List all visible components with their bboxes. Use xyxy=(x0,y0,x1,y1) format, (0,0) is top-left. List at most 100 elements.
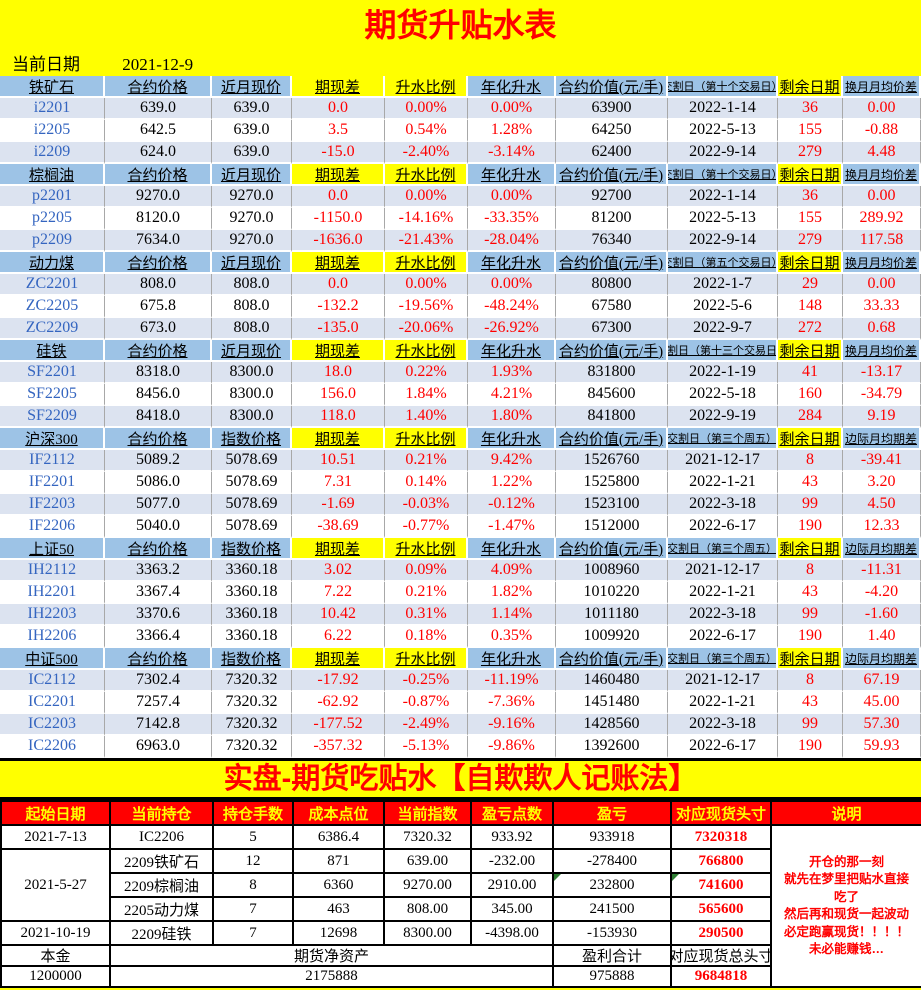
bottom-header-5[interactable]: 盈亏点数 xyxy=(472,800,554,826)
cell-ZC2205-value[interactable]: 67580 xyxy=(556,296,668,318)
basis-header[interactable]: 期现差 xyxy=(292,252,385,274)
days-left-header[interactable]: 剩余日期 xyxy=(778,428,843,450)
cell-IH2203-diff[interactable]: 10.42 xyxy=(292,604,385,626)
cell-IF2203-spot[interactable]: 5078.69 xyxy=(212,494,292,516)
cell-IH2112-days[interactable]: 8 xyxy=(778,560,843,582)
cell-IC2206-annual[interactable]: -9.86% xyxy=(468,736,556,758)
position-index-cell[interactable]: 639.00 xyxy=(385,850,472,874)
cell-IH2112-value[interactable]: 1008960 xyxy=(556,560,668,582)
cell-i2201-annual[interactable]: 0.00% xyxy=(468,98,556,120)
position-lots-cell[interactable]: 12 xyxy=(214,850,294,874)
basis-header[interactable]: 期现差 xyxy=(292,340,385,362)
cell-IH2203-ratio[interactable]: 0.31% xyxy=(385,604,468,626)
contract-value-header[interactable]: 合约价值(元/手) xyxy=(556,648,668,670)
bottom-header-4[interactable]: 当前指数 xyxy=(385,800,472,826)
position-cost-cell[interactable]: 12698 xyxy=(294,922,385,946)
cell-IH2112-last[interactable]: -11.31 xyxy=(843,560,921,582)
cell-i2201-code[interactable]: i2201 xyxy=(0,98,105,120)
cell-IC2203-spot[interactable]: 7320.32 xyxy=(212,714,292,736)
cell-SF2205-days[interactable]: 160 xyxy=(778,384,843,406)
cell-IC2206-date[interactable]: 2022-6-17 xyxy=(668,736,778,758)
cell-p2201-spot[interactable]: 9270.0 xyxy=(212,186,292,208)
start-date-cell[interactable]: 2021-7-13 xyxy=(2,826,111,850)
cell-IF2201-code[interactable]: IF2201 xyxy=(0,472,105,494)
cell-IC2112-ratio[interactable]: -0.25% xyxy=(385,670,468,692)
cell-IF2112-spot[interactable]: 5078.69 xyxy=(212,450,292,472)
cell-IH2112-annual[interactable]: 4.09% xyxy=(468,560,556,582)
cell-i2205-diff[interactable]: 3.5 xyxy=(292,120,385,142)
cell-ZC2201-annual[interactable]: 0.00% xyxy=(468,274,556,296)
cell-ZC2205-price[interactable]: 675.8 xyxy=(105,296,212,318)
cell-i2209-date[interactable]: 2022-9-14 xyxy=(668,142,778,164)
cell-SF2201-code[interactable]: SF2201 xyxy=(0,362,105,384)
position-position-cell[interactable]: 2205动力煤 xyxy=(111,898,214,922)
cell-ZC2205-spot[interactable]: 808.0 xyxy=(212,296,292,318)
cell-ZC2209-annual[interactable]: -26.92% xyxy=(468,318,556,340)
cell-IF2203-days[interactable]: 99 xyxy=(778,494,843,516)
principal-value[interactable]: 1200000 xyxy=(2,967,111,988)
days-left-header[interactable]: 剩余日期 xyxy=(778,164,843,186)
section-name-header[interactable]: 硅铁 xyxy=(0,340,105,362)
cell-i2209-spot[interactable]: 639.0 xyxy=(212,142,292,164)
cell-i2201-ratio[interactable]: 0.00% xyxy=(385,98,468,120)
bottom-header-1[interactable]: 当前持仓 xyxy=(111,800,214,826)
cell-i2201-date[interactable]: 2022-1-14 xyxy=(668,98,778,120)
cell-ZC2201-days[interactable]: 29 xyxy=(778,274,843,296)
cell-IC2206-ratio[interactable]: -5.13% xyxy=(385,736,468,758)
annualized-header[interactable]: 年化升水 xyxy=(468,340,556,362)
cell-IF2206-days[interactable]: 190 xyxy=(778,516,843,538)
cell-SF2201-spot[interactable]: 8300.0 xyxy=(212,362,292,384)
position-position-cell[interactable]: IC2206 xyxy=(111,826,214,850)
annualized-header[interactable]: 年化升水 xyxy=(468,428,556,450)
cell-IF2206-code[interactable]: IF2206 xyxy=(0,516,105,538)
section-name-header[interactable]: 中证500 xyxy=(0,648,105,670)
cell-ZC2209-date[interactable]: 2022-9-7 xyxy=(668,318,778,340)
cell-IC2112-value[interactable]: 1460480 xyxy=(556,670,668,692)
cell-IH2112-code[interactable]: IH2112 xyxy=(0,560,105,582)
cell-i2201-diff[interactable]: 0.0 xyxy=(292,98,385,120)
cell-IH2203-annual[interactable]: 1.14% xyxy=(468,604,556,626)
bottom-header-6[interactable]: 盈亏 xyxy=(554,800,672,826)
cell-p2201-last[interactable]: 0.00 xyxy=(843,186,921,208)
cell-IC2112-diff[interactable]: -17.92 xyxy=(292,670,385,692)
cell-IC2203-ratio[interactable]: -2.49% xyxy=(385,714,468,736)
cell-p2209-spot[interactable]: 9270.0 xyxy=(212,230,292,252)
annualized-header[interactable]: 年化升水 xyxy=(468,252,556,274)
cell-IF2203-value[interactable]: 1523100 xyxy=(556,494,668,516)
cell-IC2206-price[interactable]: 6963.0 xyxy=(105,736,212,758)
cell-IH2203-days[interactable]: 99 xyxy=(778,604,843,626)
cell-IC2112-date[interactable]: 2021-12-17 xyxy=(668,670,778,692)
cell-ZC2201-ratio[interactable]: 0.00% xyxy=(385,274,468,296)
price-header[interactable]: 合约价格 xyxy=(105,76,212,98)
spot-header[interactable]: 指数价格 xyxy=(212,428,292,450)
cell-IC2201-diff[interactable]: -62.92 xyxy=(292,692,385,714)
net-assets-label[interactable]: 期货净资产 xyxy=(111,946,554,967)
cell-IC2201-spot[interactable]: 7320.32 xyxy=(212,692,292,714)
cell-SF2205-ratio[interactable]: 1.84% xyxy=(385,384,468,406)
cell-IF2206-diff[interactable]: -38.69 xyxy=(292,516,385,538)
start-date-cell[interactable]: 2021-10-19 xyxy=(2,922,111,946)
cell-SF2205-diff[interactable]: 156.0 xyxy=(292,384,385,406)
cell-IH2203-spot[interactable]: 3360.18 xyxy=(212,604,292,626)
position-lots-cell[interactable]: 7 xyxy=(214,922,294,946)
annualized-header[interactable]: 年化升水 xyxy=(468,648,556,670)
cell-SF2201-value[interactable]: 831800 xyxy=(556,362,668,384)
roll-spread-header[interactable]: 换月月均价差 xyxy=(843,164,921,186)
cell-i2209-annual[interactable]: -3.14% xyxy=(468,142,556,164)
cell-p2201-date[interactable]: 2022-1-14 xyxy=(668,186,778,208)
cell-p2209-price[interactable]: 7634.0 xyxy=(105,230,212,252)
position-position-cell[interactable]: 2209棕榈油 xyxy=(111,874,214,898)
cell-IC2203-value[interactable]: 1428560 xyxy=(556,714,668,736)
bottom-header-8[interactable]: 说明 xyxy=(772,800,921,826)
price-header[interactable]: 合约价格 xyxy=(105,648,212,670)
cell-i2205-ratio[interactable]: 0.54% xyxy=(385,120,468,142)
contract-value-header[interactable]: 合约价值(元/手) xyxy=(556,538,668,560)
cell-SF2209-diff[interactable]: 118.0 xyxy=(292,406,385,428)
delivery-date-header[interactable]: 交割日（第十个交易日） xyxy=(668,76,778,98)
cell-IH2206-date[interactable]: 2022-6-17 xyxy=(668,626,778,648)
cell-IH2206-annual[interactable]: 0.35% xyxy=(468,626,556,648)
cell-SF2209-spot[interactable]: 8300.0 xyxy=(212,406,292,428)
bottom-header-2[interactable]: 持仓手数 xyxy=(214,800,294,826)
position-cost-cell[interactable]: 6360 xyxy=(294,874,385,898)
cell-ZC2201-code[interactable]: ZC2201 xyxy=(0,274,105,296)
